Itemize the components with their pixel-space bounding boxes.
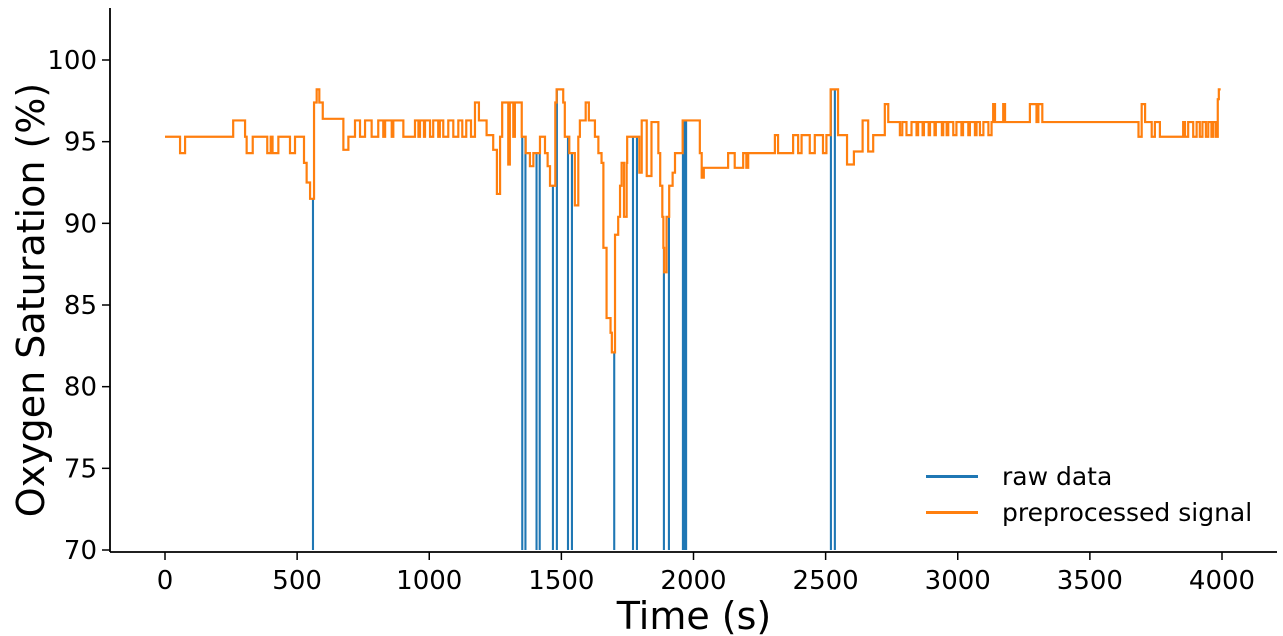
legend-item-preprocessed-signal: preprocessed signal (926, 494, 1252, 530)
raw-data-legend-line (926, 474, 978, 478)
y-tick-label: 80 (64, 373, 97, 403)
x-tick-label: 500 (272, 566, 322, 596)
raw-data-legend-label: raw data (1002, 461, 1113, 491)
y-tick-label: 85 (64, 291, 97, 321)
y-tick-label: 95 (64, 128, 97, 158)
x-axis-label: Time (s) (616, 594, 772, 636)
preprocessed-signal-legend-line (926, 510, 978, 514)
x-tick-label: 1000 (396, 566, 462, 596)
preprocessed-signal-path (165, 88, 1221, 354)
x-tick-label: 2000 (660, 566, 726, 596)
y-tick-label: 90 (64, 209, 97, 239)
x-tick-label: 1500 (528, 566, 594, 596)
y-tick-label: 70 (64, 536, 97, 566)
y-tick-label: 100 (47, 46, 97, 76)
x-tick-label: 3500 (1057, 566, 1123, 596)
x-tick-label: 3000 (925, 566, 991, 596)
x-tick-label: 4000 (1189, 566, 1255, 596)
legend: raw data preprocessed signal (926, 458, 1252, 530)
preprocessed-signal-legend-label: preprocessed signal (1002, 497, 1253, 527)
y-tick-label: 75 (64, 454, 97, 484)
x-tick-label: 0 (157, 566, 174, 596)
y-axis-label: Oxygen Saturation (%) (9, 82, 53, 518)
x-tick-label: 2500 (793, 566, 859, 596)
legend-item-raw-data: raw data (926, 458, 1252, 494)
